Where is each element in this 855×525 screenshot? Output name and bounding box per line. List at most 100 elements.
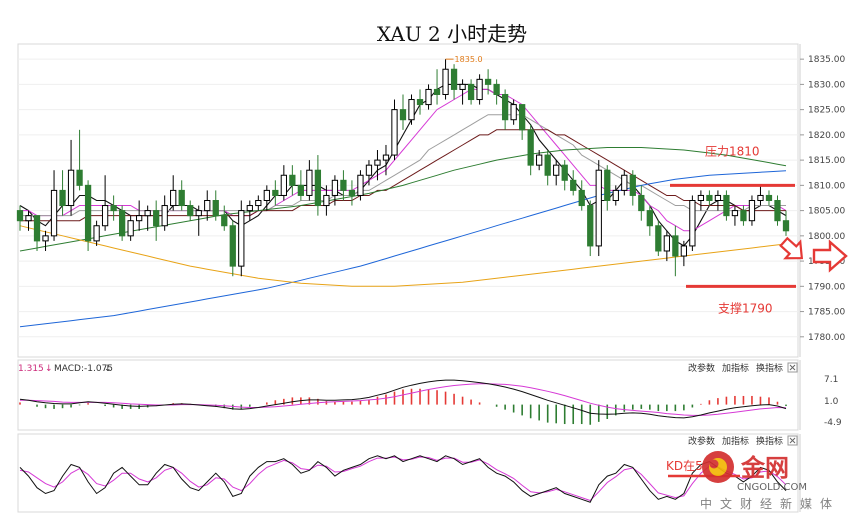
- candle: [680, 240, 688, 267]
- toolbar-button[interactable]: 换指标: [756, 435, 783, 447]
- candle-body: [697, 194, 705, 202]
- candle-body: [374, 159, 381, 166]
- candle-body: [510, 104, 517, 121]
- toolbar-button[interactable]: 换指标: [756, 362, 783, 374]
- candle: [153, 200, 160, 241]
- candle: [501, 89, 509, 130]
- candle: [646, 205, 653, 236]
- candle-body: [484, 78, 492, 85]
- main-panel-frame: [17, 43, 799, 358]
- toolbar-button[interactable]: 改参数: [688, 435, 715, 447]
- candle: [629, 170, 636, 206]
- toolbar-button[interactable]: 加指标: [722, 362, 749, 374]
- candle-body: [50, 189, 58, 237]
- y-tick-label: 1790.00: [808, 282, 845, 292]
- candle: [170, 175, 177, 211]
- toolbar-button[interactable]: 加指标: [722, 435, 749, 447]
- candle: [587, 200, 594, 257]
- y-tick-label: 1835.00: [808, 55, 845, 65]
- candle: [748, 195, 756, 226]
- candle-body: [297, 184, 305, 196]
- y-tick-label: 1830.00: [808, 80, 845, 90]
- candle-body: [723, 194, 730, 217]
- candle-body: [272, 189, 279, 196]
- candle: [374, 150, 381, 181]
- candle: [757, 185, 764, 206]
- candle-body: [536, 154, 543, 166]
- candle: [187, 200, 194, 221]
- candle-body: [416, 99, 424, 106]
- candle: [399, 94, 407, 130]
- candle-body: [153, 210, 160, 227]
- watermark-domain: CNGOLD.COM: [737, 482, 807, 493]
- candle-body: [93, 225, 100, 242]
- close-icon[interactable]: [787, 435, 798, 446]
- candle-body: [118, 210, 126, 237]
- candle-body: [289, 174, 296, 186]
- candle-body: [161, 205, 168, 227]
- candle: [621, 170, 628, 196]
- candle: [238, 200, 245, 277]
- candles: [16, 59, 790, 277]
- candle: [67, 139, 75, 216]
- candle: [570, 170, 577, 196]
- high-marker-label: 1835.0: [455, 55, 483, 64]
- candle: [297, 170, 305, 201]
- candle: [144, 205, 151, 231]
- candle-body: [544, 154, 551, 176]
- candle-body: [476, 78, 483, 101]
- candle: [272, 180, 279, 206]
- macd-y-axis: 7.1 1.0 -4.9: [799, 360, 842, 430]
- candle: [416, 89, 424, 115]
- macd-header: 1.315 ↓ MACD:-1.075 ↓: [18, 364, 113, 374]
- candle: [425, 84, 432, 110]
- candle: [289, 165, 296, 196]
- watermark-brand: 金网: [740, 454, 789, 482]
- candle-body: [680, 245, 688, 257]
- macd-dif-line: [19, 379, 787, 419]
- toolbar-button[interactable]: 改参数: [688, 362, 715, 374]
- candle-body: [561, 164, 568, 181]
- y-tick-label: 1785.00: [808, 308, 845, 318]
- candle: [246, 200, 253, 221]
- candle: [178, 180, 185, 211]
- candle: [263, 185, 270, 211]
- y-tick-label: 1825.00: [808, 106, 845, 116]
- candle: [93, 220, 100, 246]
- candle-body: [408, 99, 415, 121]
- candle-body: [255, 200, 262, 207]
- candle: [638, 185, 645, 221]
- main-y-axis: 1780.001785.001790.001795.001800.001805.…: [799, 44, 845, 357]
- candle: [519, 104, 526, 140]
- candle-body: [765, 194, 773, 202]
- kdj-panel-frame: [17, 433, 799, 513]
- candle: [161, 195, 168, 231]
- close-icon[interactable]: [787, 362, 798, 373]
- candle: [595, 160, 602, 257]
- candle-body: [527, 129, 534, 166]
- candle: [118, 205, 126, 241]
- candle: [689, 195, 696, 251]
- candle-body: [740, 210, 747, 222]
- candle-body: [331, 179, 339, 196]
- candle: [136, 200, 143, 231]
- resistance-label: 压力1810: [705, 144, 760, 158]
- kdj-k-line: [19, 455, 787, 503]
- candle: [331, 175, 339, 206]
- candle: [765, 190, 773, 206]
- candle: [493, 79, 500, 105]
- candle-body: [714, 194, 722, 202]
- candle-body: [459, 83, 466, 90]
- candle: [476, 74, 483, 105]
- high-marker: 1835.0: [445, 55, 483, 64]
- candle: [16, 205, 24, 231]
- macd-y-tick-label: 7.1: [824, 375, 838, 385]
- candle-body: [263, 189, 270, 202]
- candle: [195, 205, 202, 236]
- macd-header-arrow: ↓: [45, 364, 53, 374]
- candle: [484, 69, 492, 95]
- candle: [544, 150, 551, 186]
- macd-panel-frame: [17, 359, 799, 431]
- candle-body: [655, 225, 662, 252]
